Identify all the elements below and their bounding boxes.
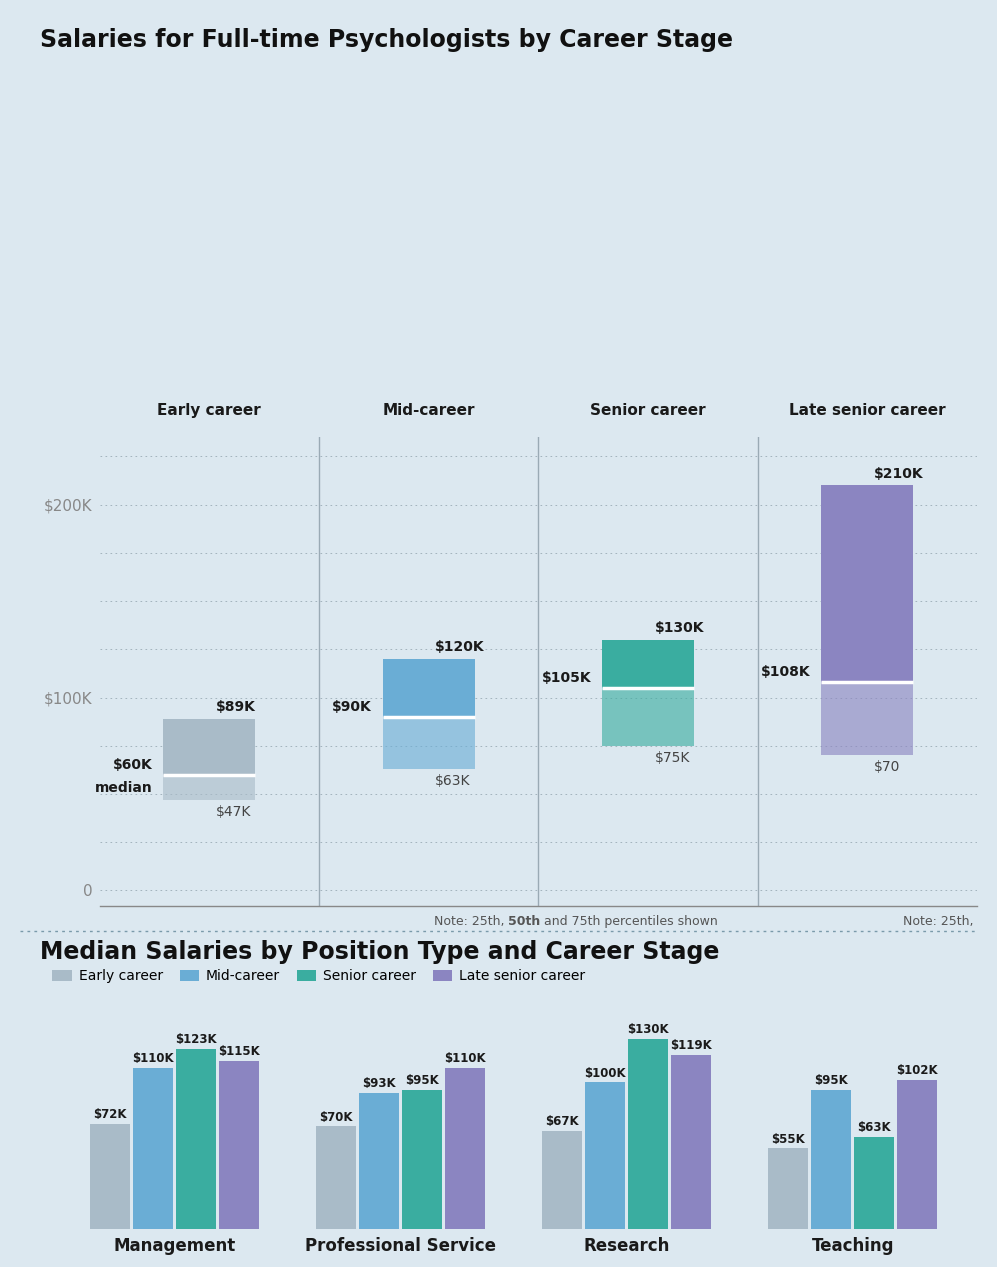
Legend: Early career, Mid-career, Senior career, Late senior career: Early career, Mid-career, Senior career,… [47, 963, 591, 988]
Text: median: median [95, 780, 153, 794]
Text: Senior career: Senior career [590, 403, 706, 418]
Text: $95K: $95K [405, 1074, 439, 1087]
Text: $55K: $55K [772, 1133, 806, 1145]
Text: $47K: $47K [216, 805, 251, 818]
Bar [90, 1124, 130, 1229]
Text: $90K: $90K [332, 699, 372, 713]
Bar [822, 682, 913, 755]
Text: $110K: $110K [132, 1052, 173, 1066]
Text: $130K: $130K [655, 621, 704, 635]
Text: Early career: Early career [158, 403, 261, 418]
Text: $72K: $72K [93, 1107, 127, 1121]
Text: $70K: $70K [319, 1111, 353, 1124]
Bar [218, 1060, 258, 1229]
Text: $105K: $105K [541, 672, 591, 685]
Text: $89K: $89K [216, 699, 256, 713]
Text: $130K: $130K [627, 1022, 669, 1036]
Bar [383, 659, 475, 717]
Text: $108K: $108K [761, 665, 811, 679]
Bar [812, 1090, 851, 1229]
Text: $70: $70 [874, 760, 900, 774]
Bar [822, 485, 913, 682]
Text: $75K: $75K [655, 750, 690, 764]
Text: $210K: $210K [874, 466, 923, 480]
Text: $63K: $63K [436, 774, 471, 788]
Text: $95K: $95K [815, 1074, 848, 1087]
Text: and 75th percentiles shown: and 75th percentiles shown [540, 915, 718, 927]
Text: Mid-career: Mid-career [383, 403, 475, 418]
Bar [445, 1068, 485, 1229]
Bar [316, 1126, 356, 1229]
Bar [602, 688, 694, 746]
Bar [602, 640, 694, 688]
Text: $93K: $93K [362, 1077, 396, 1090]
Text: $119K: $119K [670, 1039, 712, 1052]
Bar [383, 717, 475, 769]
Text: Note: 25th,: Note: 25th, [902, 915, 977, 927]
Text: $60K: $60K [113, 758, 153, 772]
Text: $120K: $120K [436, 640, 485, 654]
Bar [769, 1148, 809, 1229]
Bar [164, 774, 255, 799]
Bar [133, 1068, 172, 1229]
Text: $115K: $115K [217, 1045, 259, 1058]
Text: $123K: $123K [174, 1033, 216, 1047]
Text: $63K: $63K [857, 1121, 891, 1134]
Text: $102K: $102K [896, 1064, 938, 1077]
Bar [359, 1092, 399, 1229]
Text: Median Salaries by Position Type and Career Stage: Median Salaries by Position Type and Car… [40, 940, 719, 964]
Bar [628, 1039, 668, 1229]
Text: Late senior career: Late senior career [789, 403, 946, 418]
Text: $110K: $110K [444, 1052, 486, 1066]
Text: Salaries for Full-time Psychologists by Career Stage: Salaries for Full-time Psychologists by … [40, 28, 733, 52]
Bar [542, 1131, 582, 1229]
Bar [671, 1054, 711, 1229]
Text: $100K: $100K [584, 1067, 626, 1079]
Bar [854, 1136, 894, 1229]
Bar [585, 1082, 625, 1229]
Bar [164, 718, 255, 774]
Text: 50th: 50th [508, 915, 540, 927]
Text: $67K: $67K [545, 1115, 579, 1128]
Bar [402, 1090, 442, 1229]
Bar [175, 1049, 215, 1229]
Bar [897, 1079, 937, 1229]
Text: Note: 25th,: Note: 25th, [434, 915, 508, 927]
